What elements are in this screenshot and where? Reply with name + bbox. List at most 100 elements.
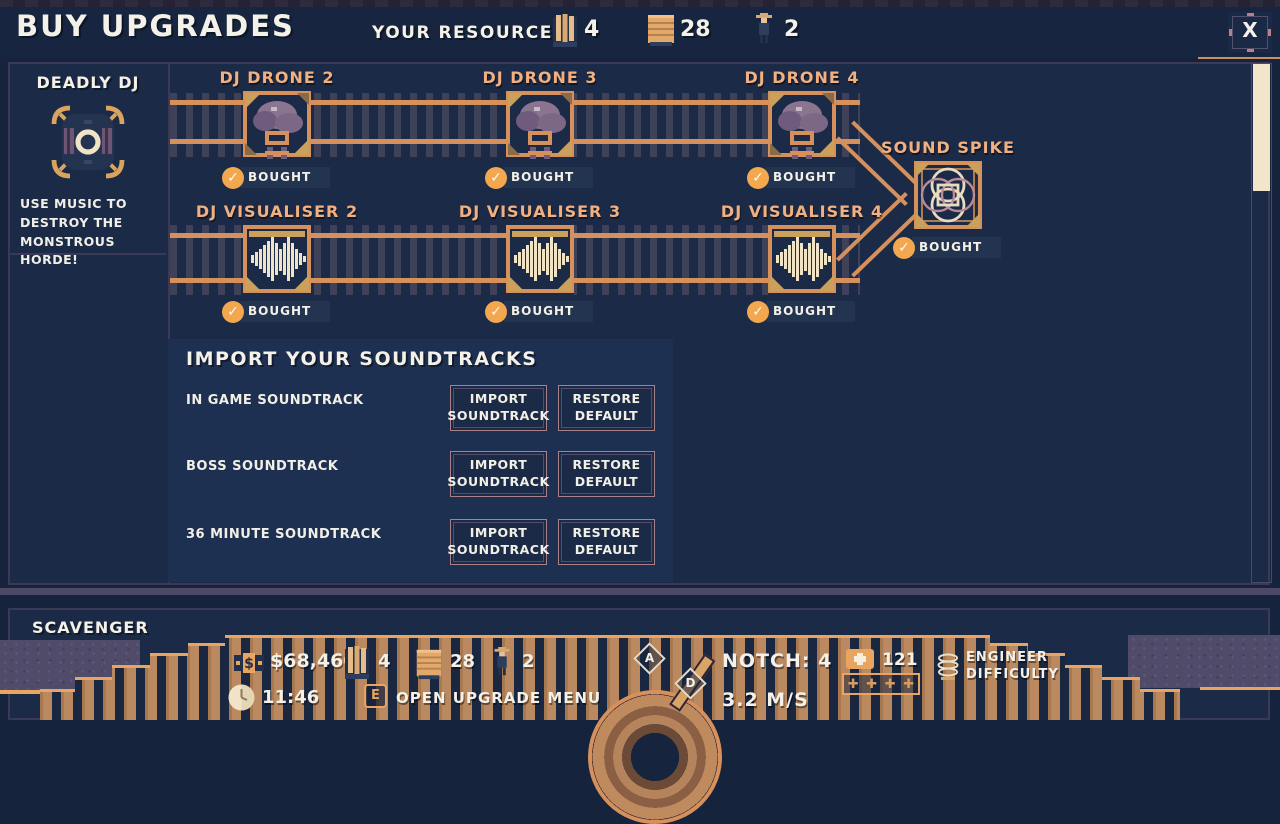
restore-default-button[interactable]: RESTORE DEFAULT [558,385,655,431]
restore-default-button[interactable]: RESTORE DEFAULT [558,451,655,497]
check-icon: ✓ [222,166,244,189]
planks-icon [345,646,369,679]
upgrade-title: DJ DRONE 4 [744,68,860,87]
close-button[interactable]: X [1228,12,1272,53]
bought-badge: ✓ BOUGHT [222,300,330,323]
import-soundtrack-button[interactable]: IMPORT SOUNDTRACK [447,385,549,431]
category-sidebar: DEADLY DJ USE MUSIC TO DESTROY THE MONST… [8,62,170,585]
notch-value: NOTCH: 4 [722,650,833,672]
upgrade-node-dj-drone-2: DJ DRONE 2 ✓ BOUGHT [192,68,362,189]
check-icon: ✓ [222,300,244,323]
bought-label: BOUGHT [504,167,593,188]
check-icon: ✓ [893,236,915,259]
notch-plus-icon: ✚ [903,676,915,692]
money-value: $68,460 [270,650,357,672]
sidebar-divider [8,253,166,255]
dj-drone-icon[interactable] [506,91,574,163]
difficulty-label-line2: DIFFICULTY [966,667,1059,682]
scrollbar-thumb[interactable] [1253,64,1270,191]
upgrade-node-dj-drone-3: DJ DRONE 3 ✓ BOUGHT [455,68,625,189]
restore-default-button[interactable]: RESTORE DEFAULT [558,519,655,565]
soundtracks-title: IMPORT YOUR SOUNDTRACKS [186,348,538,370]
bought-label: BOUGHT [504,301,593,322]
visualiser-icon[interactable] [243,225,311,297]
notch-gauge: ✚ ✚ ✚ ✚ [842,673,920,695]
upgrade-title: SOUND SPIKE [881,138,1015,157]
villager-icon [756,13,772,43]
bought-badge: ✓ BOUGHT [485,166,593,189]
soundtracks-panel: IMPORT YOUR SOUNDTRACKS IN GAME SOUNDTRA… [168,339,673,582]
check-icon: ✓ [747,300,769,323]
bought-label: BOUGHT [241,167,330,188]
upgrade-node-dj-drone-4: DJ DRONE 4 ✓ BOUGHT [717,68,887,189]
villager-icon [494,647,510,676]
bought-badge: ✓ BOUGHT [485,300,593,323]
resources-label: YOUR RESOURCES [372,23,567,43]
import-soundtrack-button[interactable]: IMPORT SOUNDTRACK [447,519,549,565]
vinyl-record-icon [51,105,125,179]
wood-icon [416,649,442,680]
visualiser-icon[interactable] [768,225,836,297]
soundtrack-row-label: BOSS SOUNDTRACK [186,459,339,474]
upgrade-node-dj-visualiser-2: DJ VISUALISER 2 ✓ BOUGHT [192,202,362,323]
category-description: USE MUSIC TO DESTROY THE MONSTROUS HORDE… [20,196,127,268]
spring-icon [937,653,959,680]
check-icon: ✓ [747,166,769,189]
upgrade-menu-hint: OPEN UPGRADE MENU [396,689,602,707]
planks-value: 4 [378,651,391,672]
dj-drone-icon[interactable] [768,91,836,163]
rail-edge-right [1200,687,1280,690]
scrollbar-track[interactable] [1251,63,1272,583]
close-button-frame [1232,16,1268,49]
bought-label: BOUGHT [766,167,855,188]
world-wall-band [0,588,1280,595]
health-icon [846,649,874,669]
bought-badge: ✓ BOUGHT [747,300,855,323]
dj-drone-icon[interactable] [243,91,311,163]
visualiser-icon[interactable] [506,225,574,297]
upgrade-title: DJ VISUALISER 4 [720,202,884,221]
upgrade-node-dj-visualiser-3: DJ VISUALISER 3 ✓ BOUGHT [455,202,625,323]
villagers-value: 2 [522,651,535,672]
bought-label: BOUGHT [766,301,855,322]
notch-plus-icon: ✚ [884,676,896,692]
import-soundtrack-button[interactable]: IMPORT SOUNDTRACK [447,451,549,497]
wood-count: 28 [680,17,711,42]
difficulty-label-line1: ENGINEER [966,650,1048,665]
gravel-ground-right [1128,635,1280,688]
upgrade-node-sound-spike: SOUND SPIKE ✓ BOUGHT [863,138,1033,259]
upgrade-title: DJ DRONE 3 [482,68,598,87]
notch-plus-icon: ✚ [847,676,859,692]
wood-icon [648,15,674,46]
bought-badge: ✓ BOUGHT [222,166,330,189]
sound-spike-icon[interactable] [914,161,982,233]
category-title: DEADLY DJ [36,73,140,92]
upgrade-title: DJ VISUALISER 3 [458,202,622,221]
villager-count: 2 [784,17,800,42]
bought-label: BOUGHT [241,301,330,322]
planks-icon [553,14,577,47]
header-bar: BUY UPGRADES YOUR RESOURCES 4 28 2 X [0,0,1280,57]
planks-count: 4 [584,17,600,42]
clock-icon [228,684,255,711]
time-value: 11:46 [262,687,320,708]
health-value: 121 [882,650,918,670]
e-key-icon: E [364,684,387,708]
page-title: BUY UPGRADES [16,9,295,43]
bought-label: BOUGHT [912,237,1001,258]
upgrade-title: DJ VISUALISER 2 [195,202,359,221]
speed-value: 3.2 M/S [722,689,809,711]
scavenger-title: SCAVENGER [32,618,149,637]
soundtrack-row-label: IN GAME SOUNDTRACK [186,393,364,408]
notch-plus-icon: ✚ [866,676,878,692]
world-texture-strip [0,0,1280,7]
upgrade-title: DJ DRONE 2 [219,68,335,87]
close-icon: X [1242,18,1258,42]
check-icon: ✓ [485,166,507,189]
check-icon: ✓ [485,300,507,323]
svg-text:$: $ [244,656,254,672]
bought-badge: ✓ BOUGHT [747,166,855,189]
throttle-wheel[interactable] [588,690,722,824]
soundtrack-row-label: 36 MINUTE SOUNDTRACK [186,527,382,542]
money-icon: $ [234,653,264,673]
